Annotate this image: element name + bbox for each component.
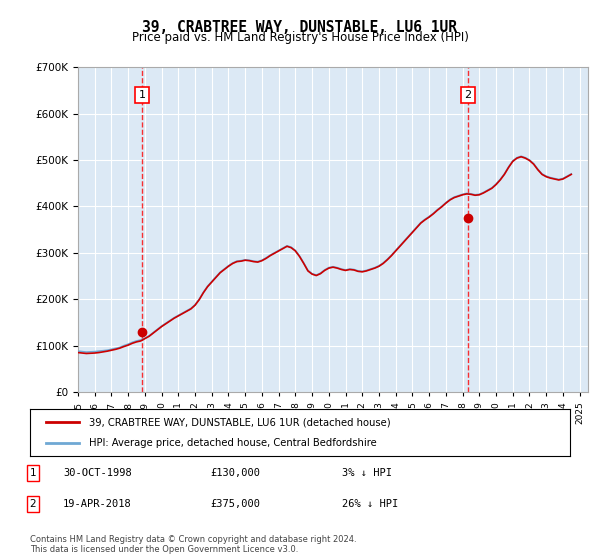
Text: 26% ↓ HPI: 26% ↓ HPI xyxy=(342,499,398,509)
Text: £130,000: £130,000 xyxy=(210,468,260,478)
Text: 39, CRABTREE WAY, DUNSTABLE, LU6 1UR: 39, CRABTREE WAY, DUNSTABLE, LU6 1UR xyxy=(143,20,458,35)
Text: 2: 2 xyxy=(464,90,471,100)
Text: 3% ↓ HPI: 3% ↓ HPI xyxy=(342,468,392,478)
Text: 19-APR-2018: 19-APR-2018 xyxy=(63,499,132,509)
Text: HPI: Average price, detached house, Central Bedfordshire: HPI: Average price, detached house, Cent… xyxy=(89,438,377,448)
Text: 2: 2 xyxy=(29,499,37,509)
Text: 1: 1 xyxy=(139,90,146,100)
Text: 30-OCT-1998: 30-OCT-1998 xyxy=(63,468,132,478)
Text: £375,000: £375,000 xyxy=(210,499,260,509)
Text: Price paid vs. HM Land Registry's House Price Index (HPI): Price paid vs. HM Land Registry's House … xyxy=(131,31,469,44)
Text: 1: 1 xyxy=(29,468,37,478)
Text: Contains HM Land Registry data © Crown copyright and database right 2024.
This d: Contains HM Land Registry data © Crown c… xyxy=(30,535,356,554)
Text: 39, CRABTREE WAY, DUNSTABLE, LU6 1UR (detached house): 39, CRABTREE WAY, DUNSTABLE, LU6 1UR (de… xyxy=(89,417,391,427)
